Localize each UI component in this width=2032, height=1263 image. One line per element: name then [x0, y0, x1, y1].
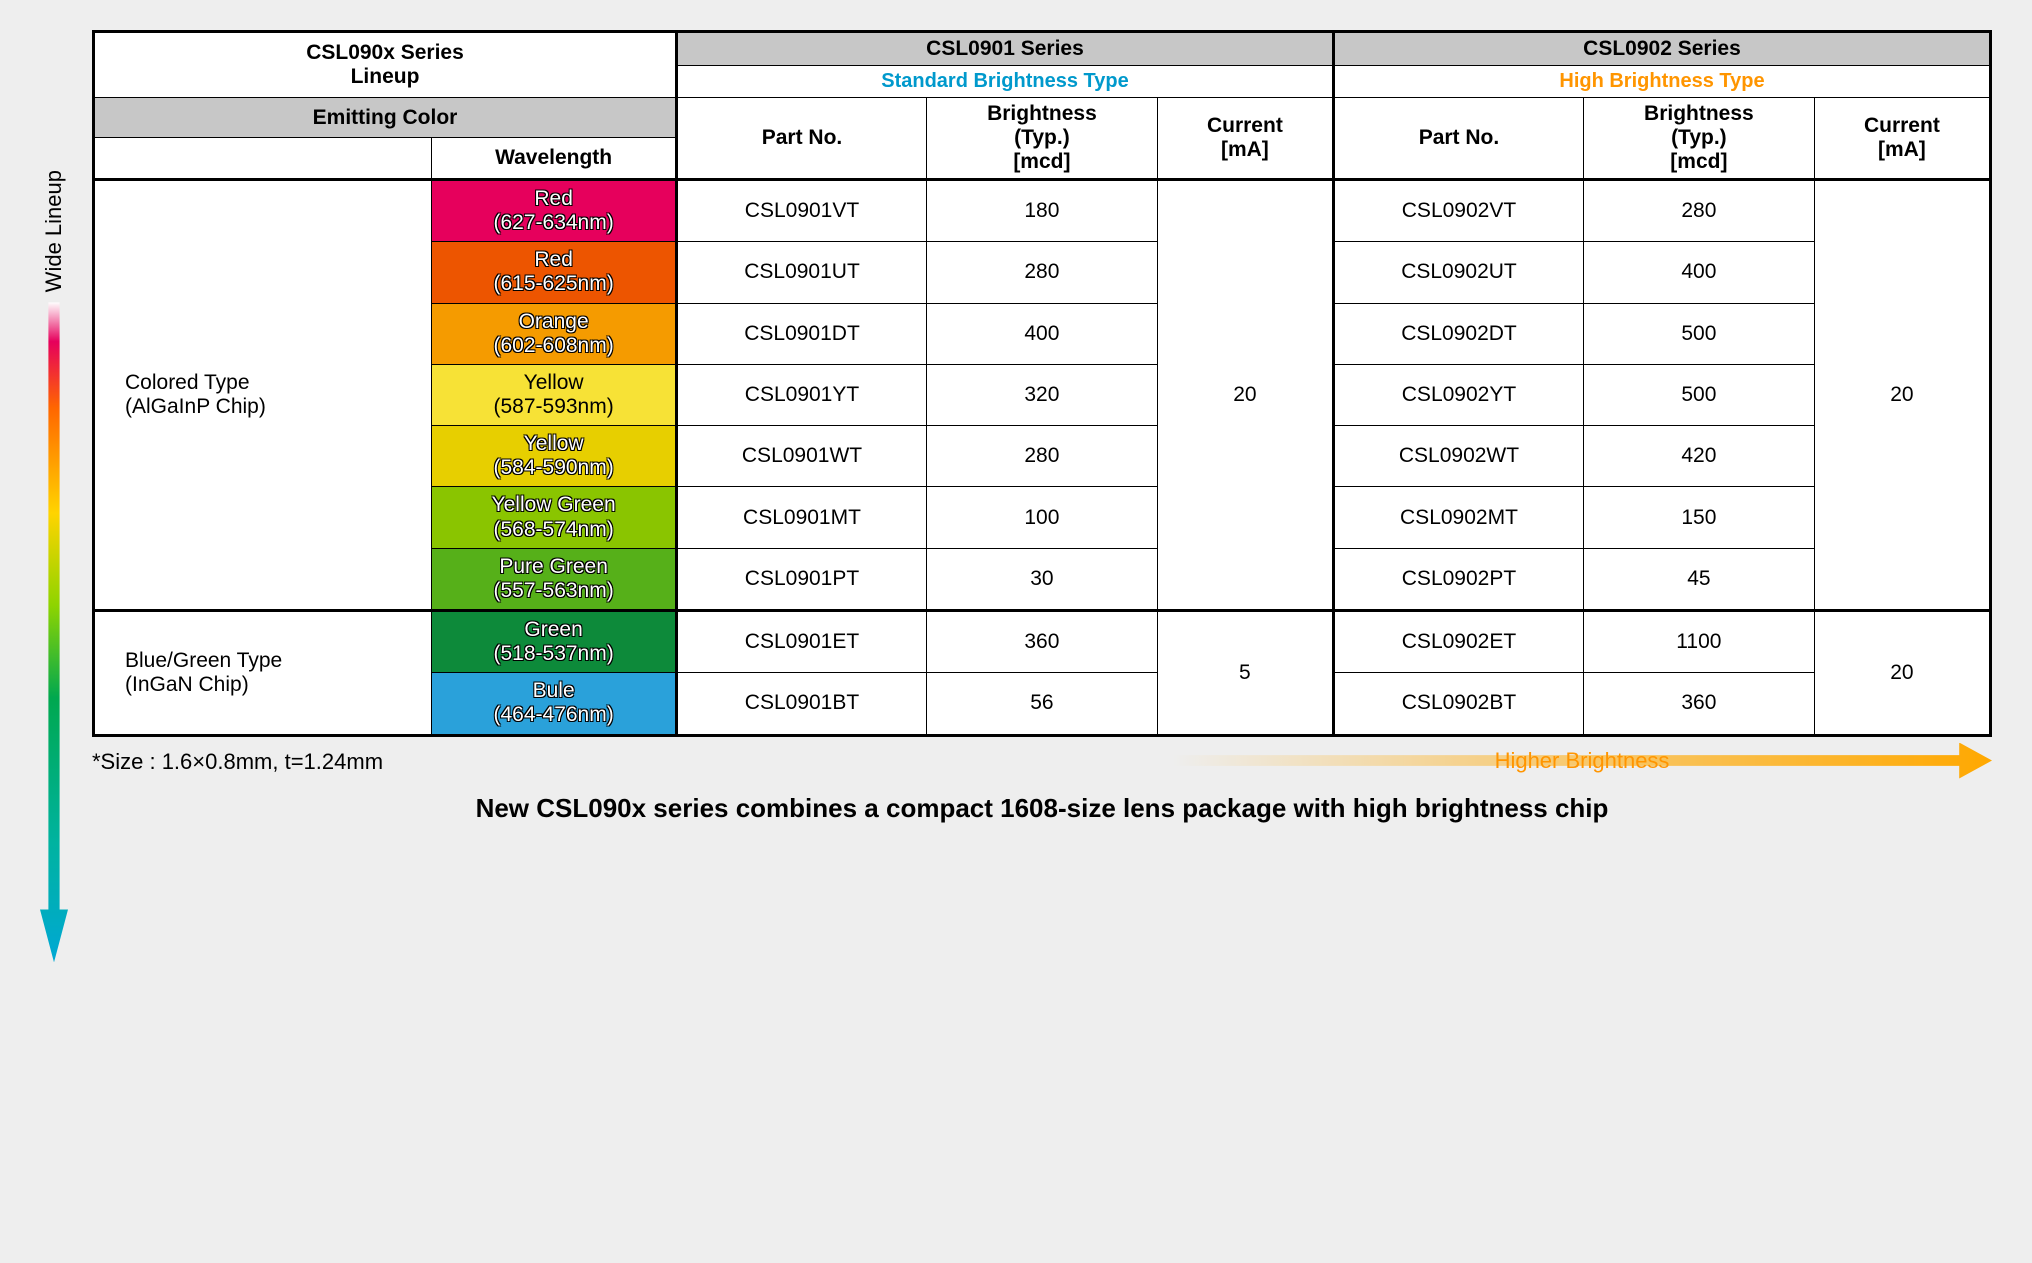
brightness-cell: 360 [1583, 673, 1814, 735]
wavelength-cell: Green(518-537nm) [432, 610, 677, 672]
brightness-cell: 400 [927, 303, 1158, 364]
part-no-cell: CSL0902VT [1333, 180, 1583, 242]
header-subtype-2: High Brightness Type [1333, 66, 1990, 98]
wide-lineup-label: Wide Lineup [41, 170, 67, 292]
current-cell: 20 [1157, 180, 1333, 611]
header-partno-2: Part No. [1333, 98, 1583, 180]
brightness-cell: 180 [927, 180, 1158, 242]
brightness-cell: 280 [1583, 180, 1814, 242]
part-no-cell: CSL0902YT [1333, 364, 1583, 425]
current-cell: 20 [1814, 610, 1990, 735]
wavelength-cell: Yellow(587-593nm) [432, 364, 677, 425]
part-no-cell: CSL0901ET [677, 610, 927, 672]
brightness-cell: 280 [927, 426, 1158, 487]
part-no-cell: CSL0902WT [1333, 426, 1583, 487]
header-wavelength: Wavelength [432, 138, 677, 180]
chip-type-cell: Blue/Green Type (InGaN Chip) [94, 610, 432, 735]
brightness-cell: 45 [1583, 548, 1814, 610]
part-no-cell: CSL0901BT [677, 673, 927, 735]
chip-type-cell: Colored Type (AlGaInP Chip) [94, 180, 432, 611]
header-series-1: CSL0901 Series [677, 32, 1334, 66]
current-cell: 5 [1157, 610, 1333, 735]
header-partno-1: Part No. [677, 98, 927, 180]
header-emitting: Emitting Color [94, 98, 677, 138]
brightness-cell: 320 [927, 364, 1158, 425]
part-no-cell: CSL0902PT [1333, 548, 1583, 610]
brightness-cell: 1100 [1583, 610, 1814, 672]
part-no-cell: CSL0901WT [677, 426, 927, 487]
part-no-cell: CSL0901YT [677, 364, 927, 425]
wavelength-cell: Bule(464-476nm) [432, 673, 677, 735]
part-no-cell: CSL0901PT [677, 548, 927, 610]
size-note: *Size : 1.6×0.8mm, t=1.24mm [92, 749, 383, 775]
wavelength-cell: Red(627-634nm) [432, 180, 677, 242]
brightness-cell: 360 [927, 610, 1158, 672]
higher-brightness-label: Higher Brightness [1495, 748, 1670, 774]
wavelength-cell: Orange(602-608nm) [432, 303, 677, 364]
part-no-cell: CSL0902MT [1333, 487, 1583, 548]
brightness-cell: 56 [927, 673, 1158, 735]
wavelength-cell: Red(615-625nm) [432, 242, 677, 303]
tagline: New CSL090x series combines a compact 16… [92, 793, 1992, 824]
part-no-cell: CSL0901UT [677, 242, 927, 303]
header-subtype-1: Standard Brightness Type [677, 66, 1334, 98]
brightness-cell: 30 [927, 548, 1158, 610]
header-brightness-2: Brightness (Typ.) [mcd] [1583, 98, 1814, 180]
brightness-cell: 500 [1583, 303, 1814, 364]
spectrum-arrow-icon [40, 302, 68, 962]
brightness-cell: 400 [1583, 242, 1814, 303]
header-series-2: CSL0902 Series [1333, 32, 1990, 66]
wavelength-cell: Pure Green(557-563nm) [432, 548, 677, 610]
header-main: CSL090x Series Lineup [94, 32, 677, 98]
current-cell: 20 [1814, 180, 1990, 611]
brightness-cell: 500 [1583, 364, 1814, 425]
part-no-cell: CSL0902ET [1333, 610, 1583, 672]
brightness-cell: 150 [1583, 487, 1814, 548]
wavelength-cell: Yellow Green(568-574nm) [432, 487, 677, 548]
wavelength-cell: Yellow(584-590nm) [432, 426, 677, 487]
header-current-1: Current [mA] [1157, 98, 1333, 180]
part-no-cell: CSL0902UT [1333, 242, 1583, 303]
header-current-2: Current [mA] [1814, 98, 1990, 180]
brightness-cell: 100 [927, 487, 1158, 548]
part-no-cell: CSL0902BT [1333, 673, 1583, 735]
led-lineup-table: CSL090x Series Lineup CSL0901 Series CSL… [92, 30, 1992, 737]
higher-brightness-arrow: Higher Brightness [1172, 743, 1992, 779]
part-no-cell: CSL0901DT [677, 303, 927, 364]
wide-lineup-arrow: Wide Lineup [40, 170, 68, 962]
brightness-cell: 280 [927, 242, 1158, 303]
brightness-cell: 420 [1583, 426, 1814, 487]
part-no-cell: CSL0901MT [677, 487, 927, 548]
part-no-cell: CSL0902DT [1333, 303, 1583, 364]
header-brightness-1: Brightness (Typ.) [mcd] [927, 98, 1158, 180]
part-no-cell: CSL0901VT [677, 180, 927, 242]
